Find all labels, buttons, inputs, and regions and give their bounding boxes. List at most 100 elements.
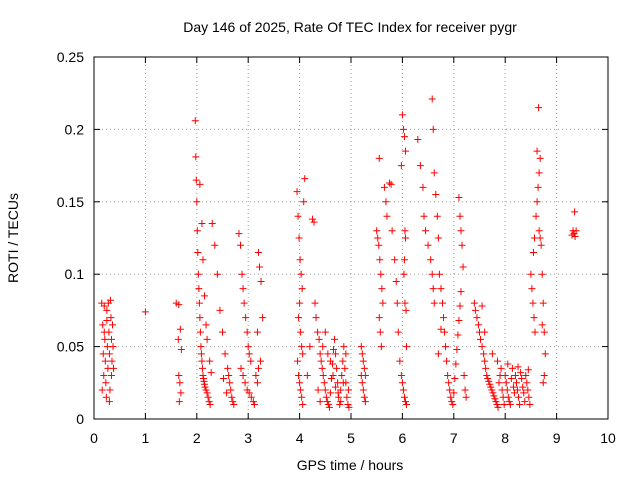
data-point [401,234,409,242]
data-point [177,389,185,397]
data-point [175,301,183,309]
data-point [458,241,466,249]
data-point [306,343,314,351]
data-point [450,389,458,397]
data-point [358,379,366,387]
data-point [357,372,365,380]
data-point [316,350,324,358]
data-point [456,212,464,220]
data-point [524,366,532,374]
data-point [460,372,468,380]
grid [94,57,608,419]
data-point [244,343,252,351]
data-point [537,241,545,249]
data-point [428,270,436,278]
data-point [481,357,489,365]
x-tick-label: 1 [142,430,150,446]
data-point [422,227,430,235]
data-point [227,386,235,394]
data-point [455,317,463,325]
data-point [414,136,422,144]
data-point [342,350,350,358]
data-point [529,248,537,256]
data-point [444,372,452,380]
data-point [471,306,479,314]
data-point [208,220,216,228]
data-point [198,357,206,365]
data-point [493,401,501,409]
data-point [430,169,438,177]
data-point [533,198,541,206]
data-point [461,386,469,394]
data-point [337,398,345,406]
data-point [105,398,113,406]
y-tick-label: 0 [76,411,84,427]
data-point [221,350,229,358]
data-point [243,328,251,336]
data-point [334,389,342,397]
data-point [540,328,548,336]
x-tick-label: 9 [553,430,561,446]
data-point [315,335,323,343]
data-point [296,256,304,264]
data-point [297,386,305,394]
data-point [335,393,343,401]
data-point [259,314,267,322]
data-point [434,234,442,242]
data-point [199,372,207,380]
data-point [524,386,532,394]
data-point [205,398,213,406]
data-point [505,398,513,406]
data-point [376,328,384,336]
data-point [254,248,262,256]
data-point [513,379,521,387]
data-point [175,398,183,406]
data-point [338,372,346,380]
x-tick-label: 2 [193,430,201,446]
data-point [523,379,531,387]
data-point [175,372,183,380]
data-point [100,372,108,380]
data-point [216,306,224,314]
data-point [481,328,489,336]
data-point [252,372,260,380]
data-point [203,335,211,343]
data-point [203,389,211,397]
data-point [230,401,238,409]
data-point [424,241,432,249]
data-point [528,285,536,293]
y-tick-label: 0.25 [57,49,84,65]
data-point [192,153,200,161]
data-point [105,350,113,358]
data-point [445,379,453,387]
data-point [399,125,407,133]
data-point [240,299,248,307]
data-point [103,306,111,314]
data-point [196,328,204,336]
data-point [106,386,114,394]
data-point [202,386,210,394]
data-point [478,343,486,351]
data-point [379,299,387,307]
data-point [357,343,365,351]
x-axis-label: GPS time / hours [297,457,404,473]
data-point [386,179,394,187]
data-point [249,398,257,406]
data-point [325,403,333,411]
data-point [314,328,322,336]
x-tick-label: 3 [244,430,252,446]
data-point [502,379,510,387]
data-point [102,393,110,401]
data-point [519,383,527,391]
data-point [241,379,249,387]
data-point [223,389,231,397]
data-point [529,299,537,307]
data-point [396,357,404,365]
data-point [293,188,301,196]
data-point [198,220,206,228]
data-point [477,335,485,343]
data-point [509,383,517,391]
data-point [478,302,486,310]
data-point [235,230,243,238]
data-point [226,379,234,387]
